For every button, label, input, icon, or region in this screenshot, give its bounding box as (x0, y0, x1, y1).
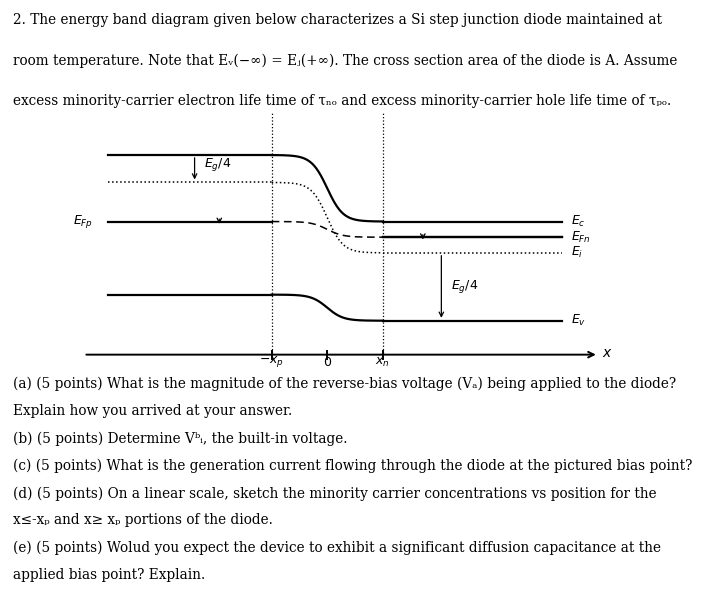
Text: x≤-xₚ and x≥ xₚ portions of the diode.: x≤-xₚ and x≥ xₚ portions of the diode. (13, 514, 273, 527)
Text: room temperature. Note that Eᵥ(−∞) = Eⱼ(+∞). The cross section area of the diode: room temperature. Note that Eᵥ(−∞) = Eⱼ(… (13, 53, 677, 68)
Text: $E_{Fn}$: $E_{Fn}$ (571, 230, 591, 245)
Text: $E_g/4$: $E_g/4$ (451, 278, 478, 295)
Text: $E_i$: $E_i$ (571, 245, 583, 260)
Text: $-x_p$: $-x_p$ (259, 354, 284, 369)
Text: (c) (5 points) What is the generation current flowing through the diode at the p: (c) (5 points) What is the generation cu… (13, 459, 692, 473)
Text: $E_{Fp}$: $E_{Fp}$ (73, 213, 93, 230)
Text: $x$: $x$ (601, 346, 613, 361)
Text: (d) (5 points) On a linear scale, sketch the minority carrier concentrations vs : (d) (5 points) On a linear scale, sketch… (13, 486, 656, 500)
Text: applied bias point? Explain.: applied bias point? Explain. (13, 568, 205, 582)
Text: (a) (5 points) What is the magnitude of the reverse-bias voltage (Vₐ) being appl: (a) (5 points) What is the magnitude of … (13, 377, 676, 391)
Text: $E_c$: $E_c$ (571, 214, 585, 229)
Text: 2. The energy band diagram given below characterizes a Si step junction diode ma: 2. The energy band diagram given below c… (13, 13, 662, 27)
Text: $0$: $0$ (322, 356, 332, 369)
Text: excess minority-carrier electron life time of τₙₒ and excess minority-carrier ho: excess minority-carrier electron life ti… (13, 94, 671, 108)
Text: (e) (5 points) Wolud you expect the device to exhibit a significant diffusion ca: (e) (5 points) Wolud you expect the devi… (13, 541, 660, 555)
Text: Explain how you arrived at your answer.: Explain how you arrived at your answer. (13, 404, 292, 418)
Text: $E_g/4$: $E_g/4$ (204, 156, 231, 173)
Text: $x_n$: $x_n$ (376, 356, 390, 369)
Text: (b) (5 points) Determine Vᵇᵢ, the built-in voltage.: (b) (5 points) Determine Vᵇᵢ, the built-… (13, 431, 347, 446)
Text: $E_v$: $E_v$ (571, 313, 586, 328)
